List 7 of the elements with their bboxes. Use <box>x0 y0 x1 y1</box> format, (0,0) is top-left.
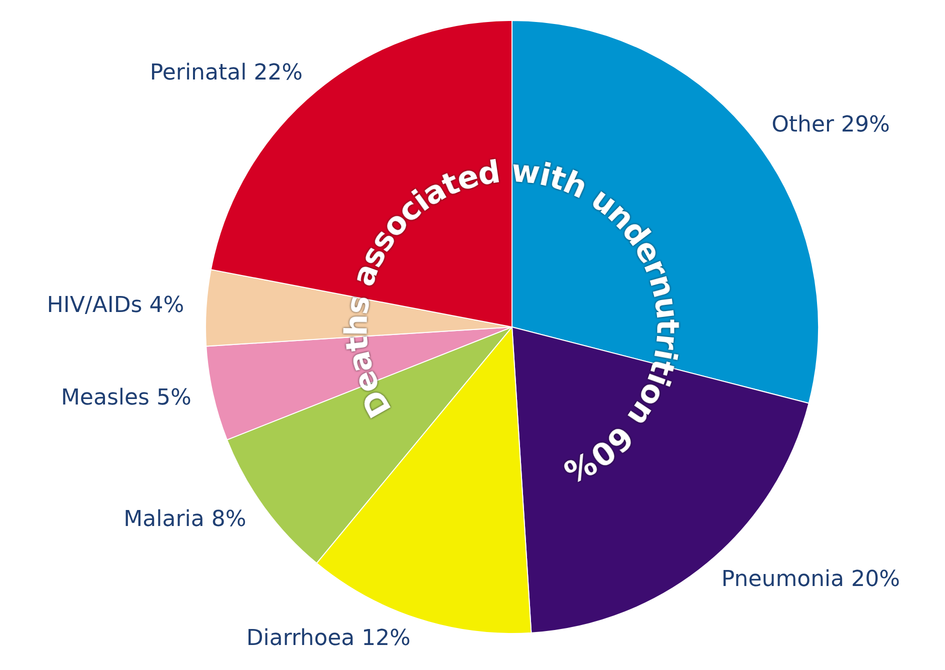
slice-label: Diarrhoea 12% <box>246 626 410 652</box>
slice-label: Pneumonia 20% <box>721 566 900 592</box>
slice-label: HIV/AIDs 4% <box>46 293 184 318</box>
slice-label: Other 29% <box>772 112 890 138</box>
slice-label: Measles 5% <box>60 385 192 410</box>
slice-label: Malaria 8% <box>124 506 246 532</box>
slice-label: Perinatal 22% <box>150 60 303 86</box>
